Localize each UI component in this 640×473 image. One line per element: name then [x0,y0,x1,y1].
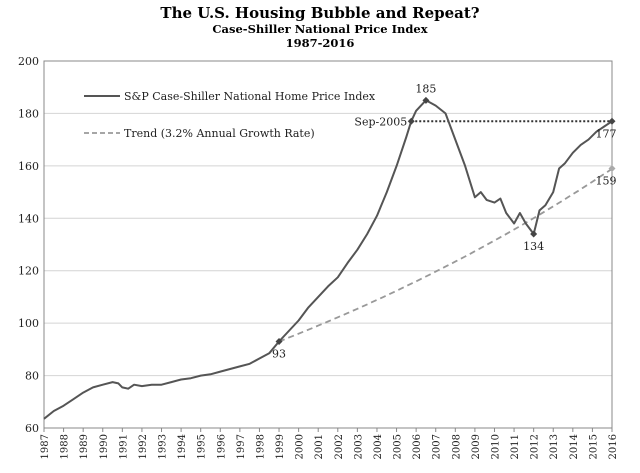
chart-subtitle-years: 1987-2016 [285,36,355,50]
trend-series-line [278,168,613,343]
x-tick-label: 1998 [255,434,266,459]
x-tick-label: 1990 [99,434,110,459]
x-tick-label: 2006 [412,434,423,459]
data-marker [275,337,283,345]
legend-label-trend: Trend (3.2% Annual Growth Rate) [124,127,315,140]
x-tick-label: 1992 [138,434,149,459]
index-series-line [43,99,613,420]
x-tick-label: 1993 [158,434,169,459]
y-tick-label: 80 [25,370,39,383]
x-tick-label: 2003 [353,434,364,459]
chart-title: The U.S. Housing Bubble and Repeat? [160,4,480,22]
y-tick-label: 200 [18,55,39,68]
x-tick-label: 2004 [373,434,384,459]
x-tick-label: 2016 [608,434,619,459]
x-tick-label: 2001 [314,434,325,459]
data-marker [608,117,616,125]
annotation-label: 134 [523,240,544,253]
data-marker [422,96,430,104]
x-tick-label: 1995 [197,434,208,459]
reference-line-label: Sep-2005 [354,115,407,128]
x-tick-label: 1988 [60,434,71,459]
x-tick-label: 1994 [177,434,188,459]
x-tick-label: 1999 [275,434,286,459]
x-tick-label: 1997 [236,434,247,459]
x-tick-label: 2014 [569,434,580,459]
x-tick-label: 2008 [451,434,462,459]
x-tick-label: 1996 [216,434,227,459]
x-tick-label: 1989 [79,434,90,459]
x-tick-label: 2012 [530,434,541,459]
y-tick-label: 160 [18,160,39,173]
x-tick-label: 2010 [490,434,501,459]
x-tick-label: 2009 [471,434,482,459]
legend-label-index: S&P Case-Shiller National Home Price Ind… [124,90,376,103]
x-tick-label: 2015 [588,434,599,459]
x-tick-label: 1987 [40,434,51,459]
plot-frame [43,60,613,429]
x-tick-label: 2005 [393,434,404,459]
y-tick-label: 140 [18,212,39,225]
y-tick-label: 60 [25,422,39,435]
chart-subtitle: Case-Shiller National Price Index [212,22,428,36]
annotation-label: 159 [596,174,617,187]
x-tick-label: 2007 [432,434,443,459]
x-tick-label: 1991 [118,434,129,459]
x-tick-label: 2000 [295,434,306,459]
data-marker [608,164,616,172]
x-tick-label: 2011 [510,434,521,459]
data-marker [407,117,415,125]
x-tick-label: 2013 [549,434,560,459]
y-tick-label: 120 [18,265,39,278]
x-tick-label: 2002 [334,434,345,459]
y-tick-label: 100 [18,317,39,330]
annotation-label: 177 [596,127,617,140]
data-marker [530,230,538,238]
annotation-label: 185 [415,82,436,95]
annotation-label: 93 [272,347,286,360]
title-block: The U.S. Housing Bubble and Repeat? Case… [0,4,640,50]
y-tick-label: 180 [18,107,39,120]
